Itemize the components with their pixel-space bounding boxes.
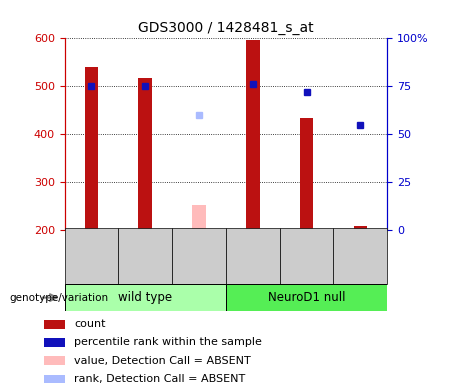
Text: count: count: [74, 319, 106, 329]
Bar: [65, 228, 118, 284]
Bar: [246, 40, 260, 230]
Bar: [85, 67, 98, 230]
Bar: [280, 228, 333, 284]
Bar: [333, 228, 387, 284]
Bar: [44, 374, 65, 383]
Bar: [118, 228, 172, 284]
Bar: [192, 205, 206, 230]
Bar: [44, 320, 65, 329]
Bar: [44, 356, 65, 365]
Title: GDS3000 / 1428481_s_at: GDS3000 / 1428481_s_at: [138, 21, 313, 35]
Bar: [226, 284, 387, 311]
Text: percentile rank within the sample: percentile rank within the sample: [74, 338, 262, 348]
Bar: [300, 118, 313, 230]
Bar: [172, 228, 226, 284]
Bar: [226, 228, 280, 284]
Text: wild type: wild type: [118, 291, 172, 304]
Bar: [44, 338, 65, 347]
Text: rank, Detection Call = ABSENT: rank, Detection Call = ABSENT: [74, 374, 245, 384]
Text: value, Detection Call = ABSENT: value, Detection Call = ABSENT: [74, 356, 251, 366]
Text: NeuroD1 null: NeuroD1 null: [268, 291, 345, 304]
Bar: [65, 284, 226, 311]
Text: genotype/variation: genotype/variation: [9, 293, 108, 303]
Bar: [138, 78, 152, 230]
Bar: [354, 225, 367, 230]
